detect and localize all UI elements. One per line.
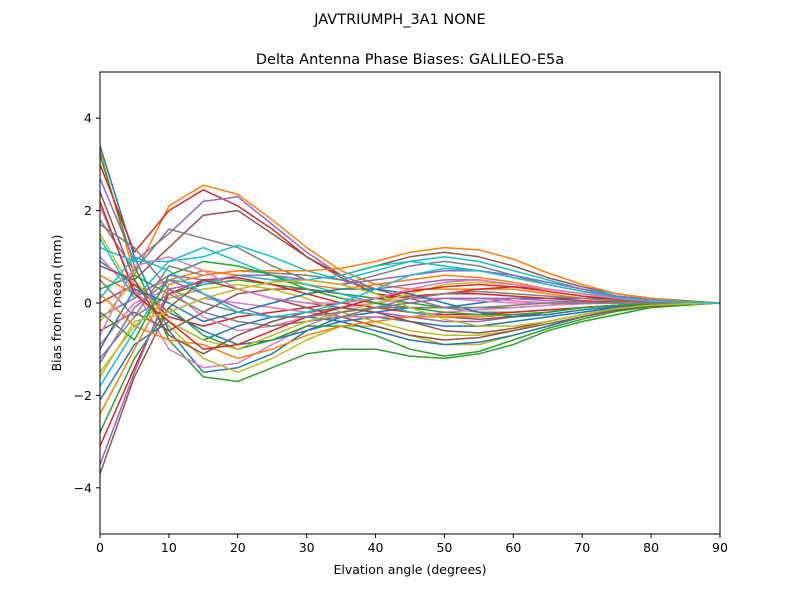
series-line-s3 [100,154,720,383]
series-line-s39 [100,279,720,378]
y-axis: −4 −2 0 2 4 [74,111,100,495]
x-tick-label: 30 [299,540,315,555]
x-tick-label: 50 [436,540,452,555]
series-layer [100,145,720,475]
x-axis-label: Elvation angle (degrees) [333,562,486,577]
series-line-s37 [100,256,720,336]
x-tick-label: 0 [96,540,104,555]
x-tick-label: 60 [505,540,521,555]
y-tick-label: −2 [74,388,92,403]
y-tick-label: 4 [84,111,92,126]
chart-title: Delta Antenna Phase Biases: GALILEO-E5a [256,52,564,68]
y-axis-label: Bias from mean (mm) [49,235,64,372]
series-line-s40 [100,256,720,318]
series-line-s34 [100,201,720,350]
series-line-s26 [100,279,720,475]
y-tick-label: −4 [74,480,92,495]
series-line-s31 [100,288,720,350]
series-line-s14 [100,283,720,327]
x-tick-label: 80 [643,540,659,555]
x-tick-label: 90 [712,540,728,555]
series-line-s22 [100,246,720,415]
x-tick-label: 40 [368,540,384,555]
x-tick-label: 20 [230,540,246,555]
y-tick-label: 2 [84,203,92,218]
y-tick-label: 0 [84,296,92,311]
x-tick-label: 10 [161,540,177,555]
chart-suptitle: JAVTRIUMPH_3A1 NONE [313,12,485,28]
series-line-s28 [100,279,720,327]
x-axis: 0 10 20 30 40 50 60 70 80 90 [96,534,728,555]
series-line-s23 [100,302,720,433]
x-tick-label: 70 [574,540,590,555]
